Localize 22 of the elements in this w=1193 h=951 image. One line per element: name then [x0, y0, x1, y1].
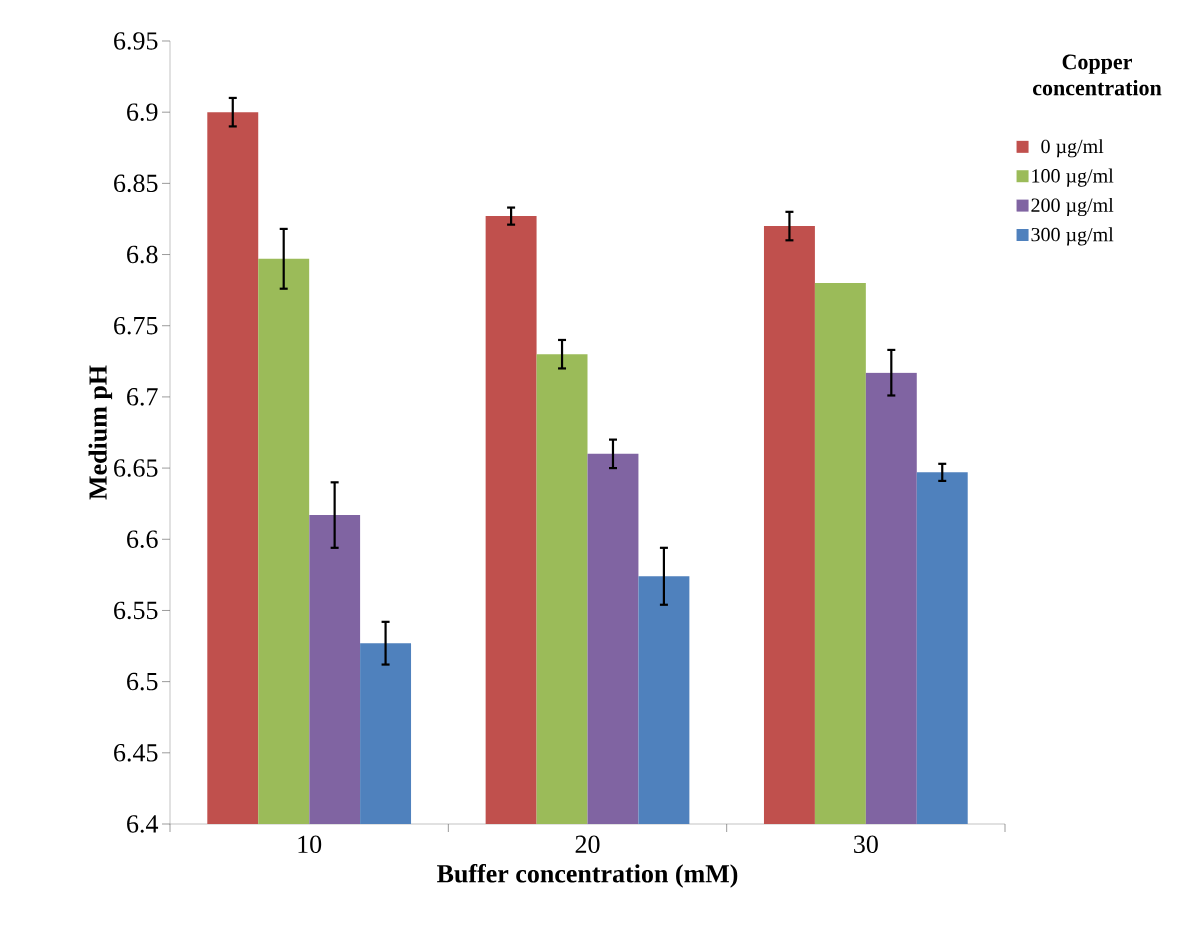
y-tick-label: 6.5: [127, 672, 158, 691]
y-tick-label: 6.85: [114, 174, 158, 193]
y-tick-label: 6.45: [114, 744, 158, 762]
legend-label: 200 µg/ml: [1031, 197, 1114, 217]
y-tick-label: 6.6: [127, 530, 158, 549]
legend-label: 0 µg/ml: [1041, 139, 1104, 158]
x-tick-label: 10: [298, 835, 322, 854]
y-tick-label: 6.95: [114, 32, 158, 50]
y-tick-label: 6.8: [127, 245, 158, 264]
x-axis-title: Buffer concentration (mM): [437, 863, 738, 888]
y-tick-label: 6.65: [114, 459, 158, 477]
y-tick-label: 6.9: [127, 103, 158, 121]
legend-label: 100 µg/ml: [1032, 168, 1114, 187]
legend-label: 300 µg/ml: [1031, 227, 1114, 246]
y-tick-label: 6.7: [127, 388, 158, 406]
y-tick-label: 6.55: [114, 601, 158, 620]
x-tick-label: 20: [575, 835, 600, 854]
y-tick-label: 6.4: [127, 815, 159, 833]
y-axis-title: Medium pH: [88, 365, 113, 500]
legend-title: Copper concentration: [1033, 54, 1162, 96]
y-tick-label: 6.75: [114, 316, 158, 335]
x-tick-label: 30: [854, 835, 878, 854]
